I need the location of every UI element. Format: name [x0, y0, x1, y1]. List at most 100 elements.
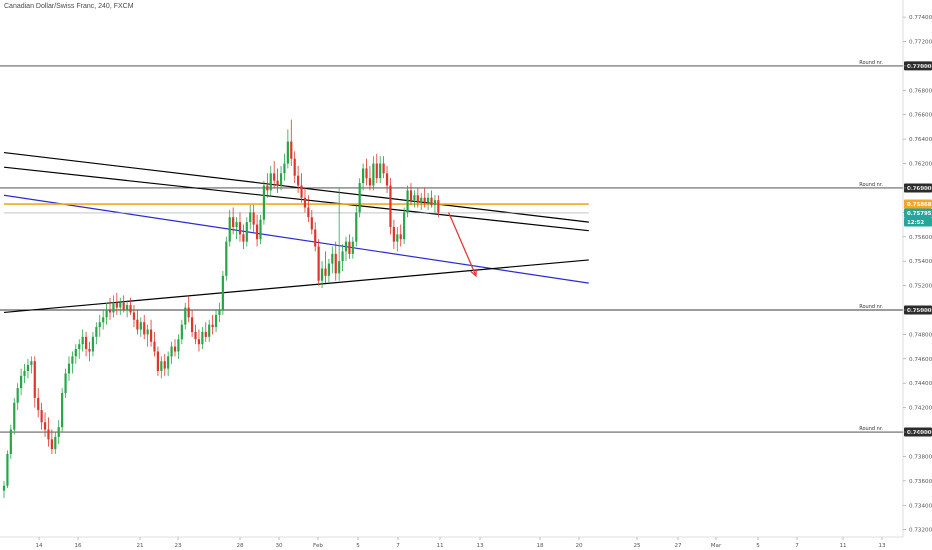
x-tick-label: 7: [396, 543, 400, 549]
candle-body: [112, 302, 115, 313]
candle-body: [177, 339, 180, 352]
y-tick-label: 0.73400: [909, 503, 932, 509]
candle-body: [266, 185, 269, 191]
candle-body: [163, 361, 166, 369]
candle-body: [139, 322, 142, 330]
candle-body: [286, 141, 289, 164]
y-tick-label: 0.74400: [909, 381, 932, 387]
candle-body: [379, 163, 382, 179]
y-tick-label: 0.73800: [909, 454, 932, 460]
candle-body: [98, 322, 101, 328]
candle-body: [16, 388, 19, 403]
x-tick-label: 5: [356, 543, 360, 549]
candle-body: [187, 307, 190, 318]
candle-body: [413, 195, 416, 201]
x-tick-label: 30: [275, 543, 283, 549]
candle-body: [255, 224, 259, 240]
x-tick-label: 14: [35, 543, 43, 549]
forecast-arrow: [448, 212, 477, 277]
candle-body: [143, 322, 146, 335]
y-tick-label: 0.74600: [909, 357, 932, 363]
candle-body: [37, 397, 40, 411]
candle-body: [208, 324, 211, 337]
x-tick-label: 20: [575, 543, 583, 549]
y-tick-label: 0.76000: [909, 186, 932, 192]
x-tick-label: 7: [795, 543, 799, 549]
candle-body: [341, 251, 344, 262]
candle-body: [300, 185, 303, 198]
candle-body: [259, 219, 262, 240]
candle-body: [126, 305, 129, 310]
price-badge: [904, 208, 932, 218]
candle-body: [136, 319, 139, 330]
candle-body: [382, 163, 385, 174]
candle-body: [156, 351, 159, 372]
candle-body: [297, 175, 300, 186]
candle-body: [30, 361, 33, 365]
candle-body: [214, 314, 218, 328]
candle-body: [245, 222, 248, 242]
x-tick-label: 16: [74, 543, 82, 549]
candle-body: [102, 317, 105, 323]
overlay: [448, 212, 477, 278]
candle-body: [50, 439, 53, 450]
candle-body: [228, 217, 231, 242]
round-level-badge: [904, 61, 932, 71]
candle-body: [375, 163, 378, 179]
trendlines: [3, 151, 589, 314]
chart-title: Canadian Dollar/Swiss Franc, 240, FXCM: [4, 3, 134, 10]
candles: [2, 119, 440, 498]
candle-body: [81, 336, 84, 345]
candle-body: [283, 163, 286, 174]
candle-body: [279, 173, 283, 186]
x-tick-label: 21: [136, 543, 144, 549]
upper-trendline-1: [3, 151, 589, 223]
candle-body: [2, 485, 6, 491]
candle-body: [269, 173, 272, 191]
candle-body: [310, 217, 313, 230]
candle-body: [437, 200, 440, 213]
round-level-label: Round nr.: [859, 426, 883, 432]
candle-body: [201, 331, 204, 345]
candle-body: [71, 356, 74, 364]
y-tick-label: 0.74800: [909, 332, 932, 338]
candle-body: [430, 197, 433, 206]
candle-body: [348, 241, 351, 254]
round-level-label: Round nr.: [859, 182, 883, 188]
candle-body: [54, 436, 57, 450]
round-level-label: Round nr.: [859, 60, 883, 66]
candle-body: [358, 183, 361, 213]
y-tick-label: 0.75400: [909, 259, 932, 265]
x-tick-label: 13: [476, 543, 484, 549]
y-tick-label: 0.76400: [909, 137, 932, 143]
candle-body: [409, 190, 413, 201]
candle-body: [232, 217, 235, 228]
x-tick-label: 13: [878, 543, 886, 549]
candle-body: [389, 185, 392, 228]
candle-body: [26, 364, 30, 372]
candle-body: [88, 349, 91, 352]
candle-body: [252, 212, 255, 225]
candle-body: [426, 197, 430, 203]
candle-body: [160, 361, 163, 372]
candle-body: [423, 197, 426, 203]
candle-body: [331, 253, 334, 264]
y-tick-label: 0.73200: [909, 528, 932, 534]
candle-body: [344, 241, 348, 252]
candle-body: [433, 200, 437, 206]
candle-body: [122, 302, 125, 310]
candle-body: [218, 309, 221, 315]
candle-body: [242, 234, 245, 242]
round-level-value: 0.74000: [907, 430, 932, 436]
y-tick-label: 0.77400: [909, 15, 932, 21]
candle-body: [338, 261, 341, 274]
candle-body: [184, 307, 187, 325]
candle-body: [170, 346, 173, 357]
candle-body: [403, 212, 406, 240]
candle-body: [129, 305, 132, 313]
round-level-value: 0.77000: [907, 64, 932, 70]
y-tick-label: 0.75200: [909, 284, 932, 290]
candle-body: [23, 371, 26, 376]
